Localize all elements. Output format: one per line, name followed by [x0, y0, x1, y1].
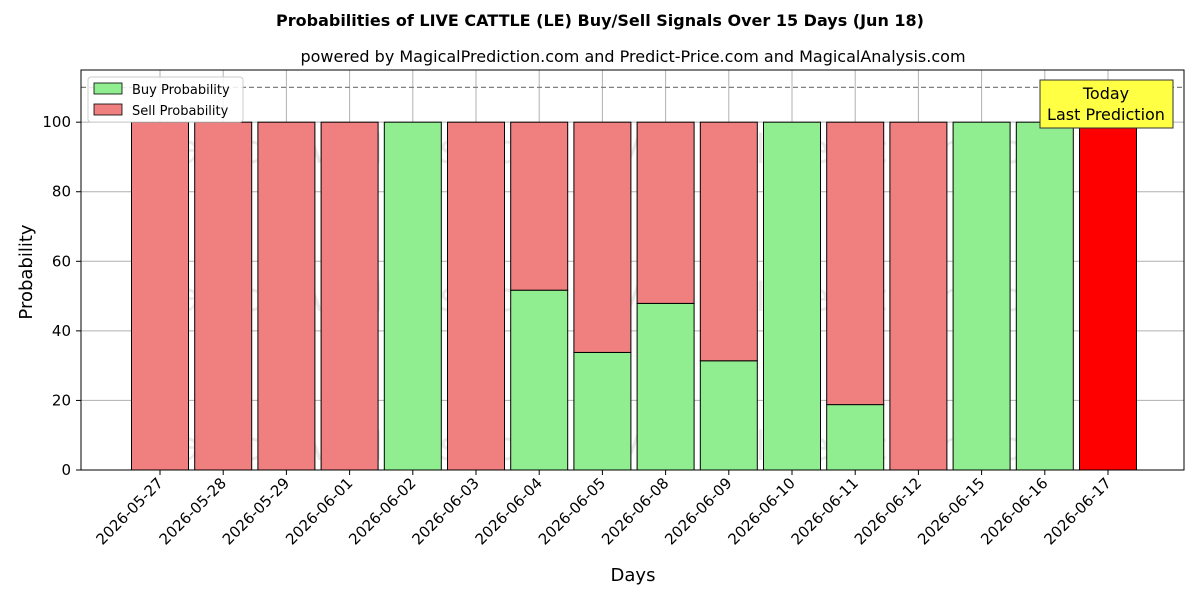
x-tick-label: 2026-06-12 [851, 474, 925, 548]
x-tick-label: 2026-06-10 [724, 474, 798, 548]
sell-bar [1079, 121, 1137, 471]
plot-frame [80, 69, 1185, 471]
today-annotation: Today Last Prediction [1039, 79, 1174, 129]
x-tick-label: 2026-06-08 [598, 474, 672, 548]
legend: Buy Probability Sell Probability [87, 76, 244, 123]
sell-bar [194, 121, 253, 471]
buy-bar [636, 302, 695, 471]
buy-bar [826, 404, 885, 471]
annotation-line-1: Today [1082, 84, 1129, 103]
legend-swatch-sell [93, 103, 123, 116]
x-tick-label: 2026-06-04 [472, 474, 546, 548]
x-tick-label: 2026-05-28 [156, 474, 230, 548]
x-tick-label: 2026-06-11 [788, 474, 862, 548]
chart-subtitle: powered by MagicalPrediction.com and Pre… [300, 47, 965, 66]
legend-swatch-buy [93, 82, 123, 95]
legend-frame [87, 76, 244, 123]
legend-label-sell: Sell Probability [132, 104, 229, 119]
buy-bar [510, 289, 569, 471]
y-tick-label: 60 [52, 252, 71, 270]
sell-bar [447, 121, 505, 471]
x-tick-label: 2026-05-29 [219, 474, 293, 548]
y-axis-label: Probability [16, 224, 37, 319]
x-tick-label: 2026-06-17 [1040, 474, 1114, 548]
y-tick-label: 40 [52, 322, 71, 340]
x-tick-label: 2026-06-03 [408, 474, 482, 548]
annotation-line-2: Last Prediction [1047, 105, 1165, 124]
sell-bar [699, 121, 758, 362]
x-tick-label: 2026-06-16 [977, 474, 1051, 548]
x-tick-label: 2026-06-01 [282, 474, 356, 548]
buy-bar [573, 351, 632, 471]
sell-bar [889, 121, 948, 471]
x-axis-label: Days [611, 565, 656, 586]
x-tick-label: 2026-06-05 [535, 474, 609, 548]
chart-title: Probabilities of LIVE CATTLE (LE) Buy/Se… [276, 11, 924, 30]
y-tick-label: 80 [52, 183, 71, 201]
buy-bar [699, 360, 758, 471]
annotation-box [1039, 79, 1174, 129]
sell-bar [510, 121, 569, 291]
x-tick-label: 2026-05-27 [92, 474, 166, 548]
sell-bar [257, 121, 316, 471]
sell-bar [320, 121, 379, 471]
bars [131, 121, 1137, 471]
x-tick-label: 2026-06-02 [345, 474, 419, 548]
y-tick-label: 0 [61, 461, 71, 479]
buy-bar [763, 121, 821, 471]
y-tick-label: 20 [52, 391, 71, 409]
sell-bar [131, 121, 189, 471]
buy-bar [952, 121, 1011, 471]
legend-label-buy: Buy Probability [132, 83, 230, 98]
sell-bar [826, 121, 885, 406]
sell-bar [573, 121, 632, 353]
y-tick-label: 100 [42, 113, 71, 131]
sell-bar [636, 121, 695, 304]
buy-bar [383, 121, 442, 471]
x-tick-label: 2026-06-09 [661, 474, 735, 548]
x-tick-label: 2026-06-15 [914, 474, 988, 548]
buy-bar [1015, 121, 1074, 471]
